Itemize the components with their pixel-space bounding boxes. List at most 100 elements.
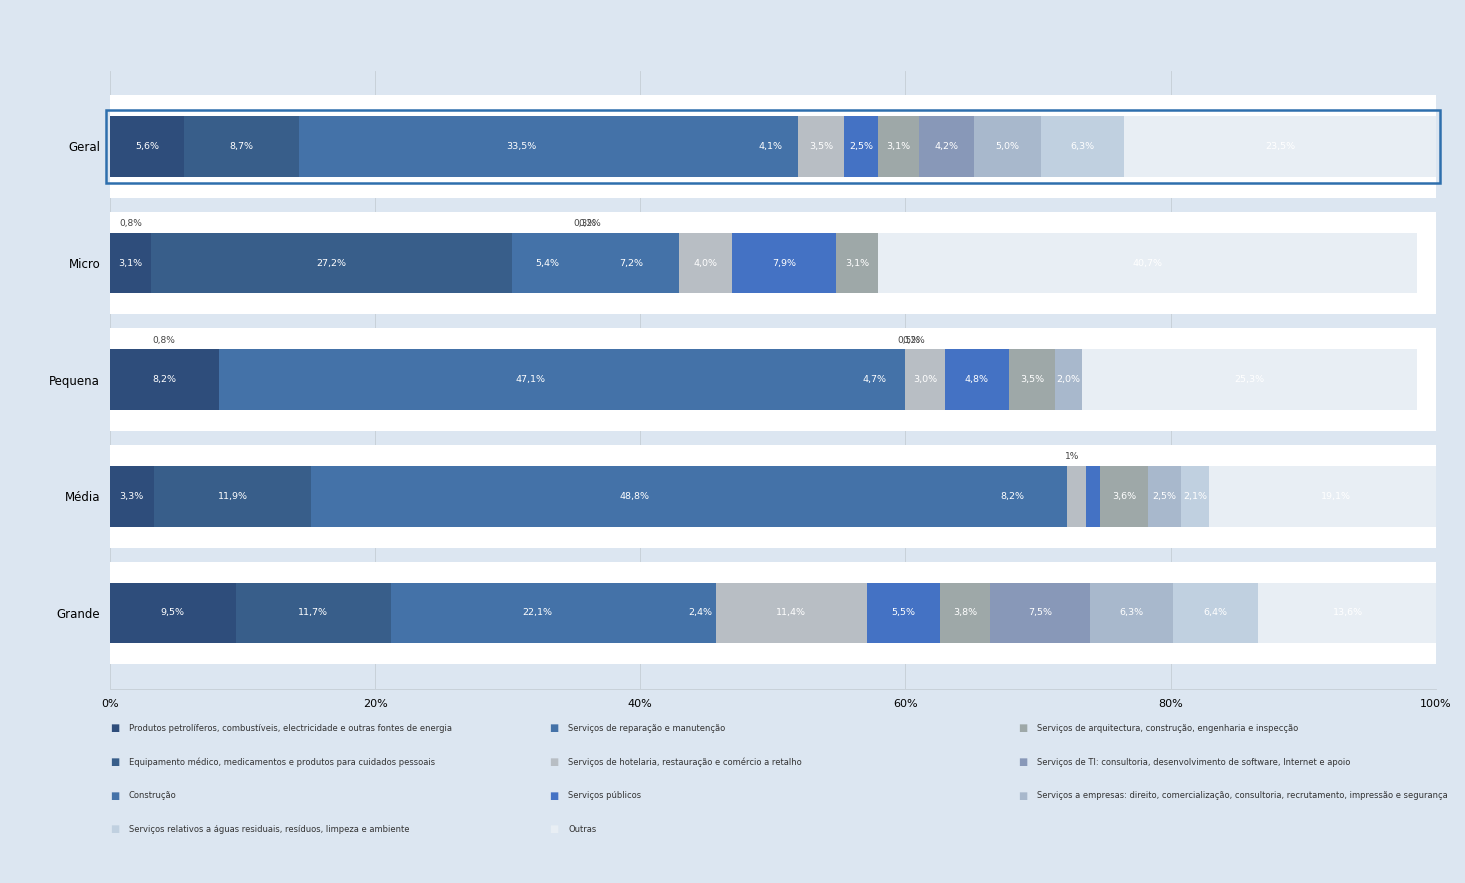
- Text: 0,2%: 0,2%: [579, 219, 601, 228]
- Bar: [905, 350, 945, 410]
- Text: 6,3%: 6,3%: [1071, 142, 1094, 151]
- Text: 6,4%: 6,4%: [1204, 608, 1228, 617]
- Text: 4,2%: 4,2%: [935, 142, 958, 151]
- Bar: [110, 328, 1436, 431]
- Text: 19,1%: 19,1%: [1320, 492, 1351, 501]
- Bar: [1081, 350, 1417, 410]
- Text: 7,2%: 7,2%: [618, 259, 643, 268]
- Bar: [867, 583, 941, 643]
- Text: 3,0%: 3,0%: [913, 375, 938, 384]
- Text: ■: ■: [110, 790, 119, 801]
- Bar: [1055, 350, 1081, 410]
- Bar: [299, 117, 744, 177]
- Text: 7,9%: 7,9%: [772, 259, 795, 268]
- Bar: [1067, 466, 1086, 526]
- Text: 23,5%: 23,5%: [1264, 142, 1295, 151]
- Text: 3,1%: 3,1%: [845, 259, 869, 268]
- Text: 0,3%: 0,3%: [574, 219, 596, 228]
- Bar: [744, 117, 798, 177]
- Bar: [878, 117, 919, 177]
- Text: ■: ■: [549, 824, 558, 834]
- Text: 6,3%: 6,3%: [1119, 608, 1144, 617]
- Bar: [919, 117, 974, 177]
- Text: 22,1%: 22,1%: [523, 608, 552, 617]
- Text: ■: ■: [549, 790, 558, 801]
- Text: 1%: 1%: [1065, 452, 1078, 461]
- Bar: [110, 445, 1436, 547]
- Text: 5,4%: 5,4%: [535, 259, 560, 268]
- Text: ■: ■: [110, 723, 119, 734]
- Bar: [990, 583, 1090, 643]
- Text: 5,6%: 5,6%: [135, 142, 160, 151]
- Text: 5,5%: 5,5%: [891, 608, 916, 617]
- Text: ■: ■: [1018, 723, 1027, 734]
- Bar: [110, 117, 185, 177]
- Text: 3,5%: 3,5%: [1020, 375, 1045, 384]
- Text: 4,1%: 4,1%: [759, 142, 782, 151]
- Text: Equipamento médico, medicamentos e produtos para cuidados pessoais: Equipamento médico, medicamentos e produ…: [129, 758, 435, 766]
- Text: 2,0%: 2,0%: [1056, 375, 1081, 384]
- Bar: [312, 466, 958, 526]
- Bar: [731, 233, 837, 293]
- Text: ■: ■: [549, 723, 558, 734]
- Text: Serviços de hotelaria, restauração e comércio a retalho: Serviços de hotelaria, restauração e com…: [568, 758, 803, 766]
- Text: 0,8%: 0,8%: [152, 336, 176, 344]
- Bar: [110, 95, 1436, 198]
- Bar: [1009, 350, 1055, 410]
- Bar: [798, 117, 844, 177]
- Text: ■: ■: [1018, 790, 1027, 801]
- Bar: [684, 583, 716, 643]
- Bar: [878, 233, 1417, 293]
- Text: 2,5%: 2,5%: [1153, 492, 1176, 501]
- Bar: [1173, 583, 1258, 643]
- Bar: [151, 233, 511, 293]
- Text: 4,0%: 4,0%: [693, 259, 718, 268]
- Bar: [511, 233, 583, 293]
- Bar: [844, 117, 878, 177]
- Bar: [1258, 583, 1439, 643]
- Bar: [1100, 466, 1149, 526]
- Text: 25,3%: 25,3%: [1235, 375, 1264, 384]
- Text: Serviços relativos a águas residuais, resíduos, limpeza e ambiente: Serviços relativos a águas residuais, re…: [129, 825, 409, 834]
- Bar: [1090, 583, 1173, 643]
- Text: 3,1%: 3,1%: [886, 142, 910, 151]
- Bar: [1086, 466, 1100, 526]
- Text: 3,1%: 3,1%: [119, 259, 142, 268]
- Bar: [842, 350, 905, 410]
- Text: Produtos petrolíferos, combustíveis, electricidade e outras fontes de energia: Produtos petrolíferos, combustíveis, ele…: [129, 724, 451, 733]
- Text: 2,1%: 2,1%: [1184, 492, 1207, 501]
- Text: 11,9%: 11,9%: [217, 492, 248, 501]
- Text: 11,7%: 11,7%: [299, 608, 328, 617]
- Text: 33,5%: 33,5%: [507, 142, 536, 151]
- Bar: [1149, 466, 1181, 526]
- Text: 0,8%: 0,8%: [119, 219, 142, 228]
- Text: 3,3%: 3,3%: [120, 492, 144, 501]
- Bar: [974, 117, 1040, 177]
- Text: 8,2%: 8,2%: [152, 375, 176, 384]
- Text: 3,8%: 3,8%: [952, 608, 977, 617]
- Bar: [1040, 117, 1124, 177]
- Text: 3,6%: 3,6%: [1112, 492, 1137, 501]
- Text: Serviços de reparação e manutenção: Serviços de reparação e manutenção: [568, 724, 725, 733]
- Bar: [110, 350, 218, 410]
- Text: 3,5%: 3,5%: [809, 142, 834, 151]
- Bar: [678, 233, 731, 293]
- Bar: [941, 583, 990, 643]
- Text: Serviços a empresas: direito, comercialização, consultoria, recrutamento, impres: Serviços a empresas: direito, comerciali…: [1037, 791, 1447, 800]
- Bar: [837, 233, 878, 293]
- Text: 5,0%: 5,0%: [995, 142, 1020, 151]
- Bar: [154, 466, 312, 526]
- Text: 7,5%: 7,5%: [1028, 608, 1052, 617]
- Text: 4,7%: 4,7%: [863, 375, 886, 384]
- Text: 0,5%: 0,5%: [897, 336, 920, 344]
- Text: Construção: Construção: [129, 791, 177, 800]
- Bar: [110, 583, 236, 643]
- Bar: [391, 583, 684, 643]
- Bar: [583, 233, 678, 293]
- Text: 0,2%: 0,2%: [902, 336, 924, 344]
- Text: ■: ■: [549, 757, 558, 767]
- Text: ■: ■: [1018, 757, 1027, 767]
- Bar: [1124, 117, 1436, 177]
- Text: Serviços de TI: consultoria, desenvolvimento de software, Internet e apoio: Serviços de TI: consultoria, desenvolvim…: [1037, 758, 1351, 766]
- Bar: [110, 466, 154, 526]
